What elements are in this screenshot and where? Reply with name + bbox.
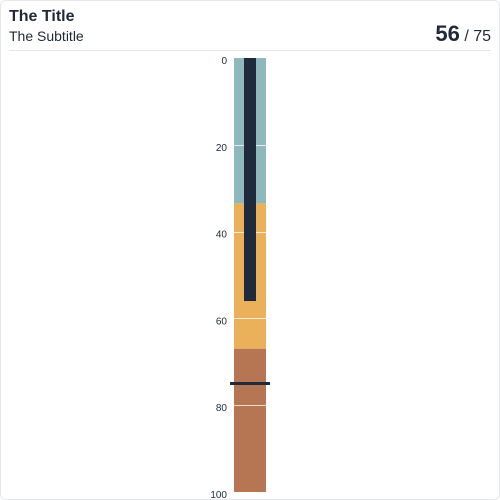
tick-label-100: 100 — [210, 490, 227, 500]
tick-label-20: 20 — [216, 143, 228, 154]
value-bar — [244, 58, 256, 302]
card-header: The Title The Subtitle 56 / 75 — [9, 7, 491, 47]
chart-subtitle: The Subtitle — [9, 28, 84, 44]
header-divider — [9, 50, 491, 51]
tick-label-60: 60 — [216, 316, 228, 327]
target-marker — [230, 382, 270, 385]
current-value: 56 — [435, 21, 460, 46]
chart-title: The Title — [9, 8, 75, 25]
tick-label-0: 0 — [221, 56, 227, 67]
tick-label-40: 40 — [216, 230, 228, 241]
target-value: / 75 — [464, 28, 491, 45]
kpi-readout: 56 / 75 — [435, 21, 491, 47]
range-band-3 — [234, 348, 266, 492]
tick-label-80: 80 — [216, 403, 228, 414]
